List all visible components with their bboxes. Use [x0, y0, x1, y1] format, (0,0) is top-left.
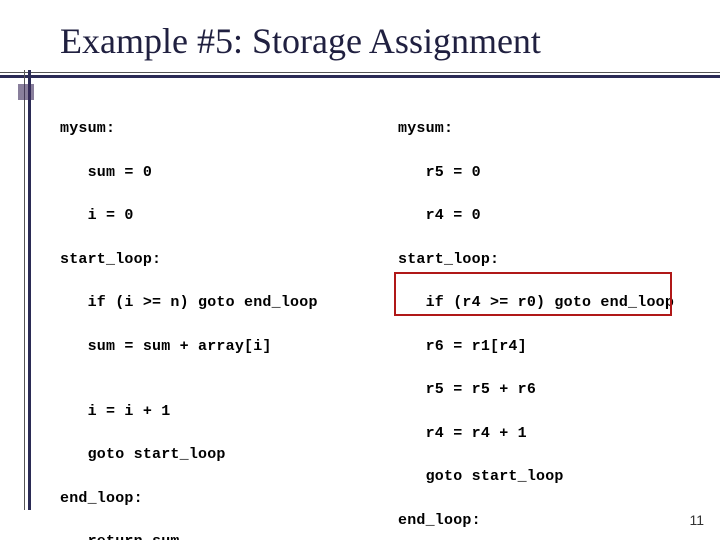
title-underline	[0, 72, 720, 80]
code-line: end_loop:	[398, 510, 718, 532]
corner-square-icon	[18, 84, 34, 100]
slide-title-wrap: Example #5: Storage Assignment	[60, 22, 700, 62]
code-line: goto start_loop	[60, 444, 380, 466]
code-column-right: mysum: r5 = 0 r4 = 0 start_loop: if (r4 …	[398, 118, 718, 540]
code-line: start_loop:	[398, 249, 718, 271]
highlight-rectangle	[394, 272, 672, 316]
code-line: r4 = 0	[398, 205, 718, 227]
code-line: start_loop:	[60, 249, 380, 271]
code-line: r6 = r1[r4]	[398, 336, 718, 358]
code-line: if (i >= n) goto end_loop	[60, 292, 380, 314]
code-left-label: mysum:	[60, 118, 380, 140]
slide-title: Example #5: Storage Assignment	[60, 22, 700, 62]
code-line: r4 = r4 + 1	[398, 423, 718, 445]
code-line: r5 = 0	[398, 162, 718, 184]
code-right-body: r5 = 0 r4 = 0 start_loop: if (r4 >= r0) …	[398, 140, 718, 540]
code-line: return sum	[60, 531, 380, 540]
code-line: end_loop:	[60, 488, 380, 510]
side-rule	[24, 70, 34, 510]
code-line: sum = 0	[60, 162, 380, 184]
code-line: sum = sum + array[i]	[60, 336, 380, 358]
code-left-body: sum = 0 i = 0 start_loop: if (i >= n) go…	[60, 140, 380, 540]
code-line: goto start_loop	[398, 466, 718, 488]
code-right-label: mysum:	[398, 118, 718, 140]
page-number: 11	[689, 512, 704, 528]
code-line: r5 = r5 + r6	[398, 379, 718, 401]
code-column-left: mysum: sum = 0 i = 0 start_loop: if (i >…	[60, 118, 380, 540]
code-line: i = i + 1	[60, 401, 380, 423]
code-line: i = 0	[60, 205, 380, 227]
